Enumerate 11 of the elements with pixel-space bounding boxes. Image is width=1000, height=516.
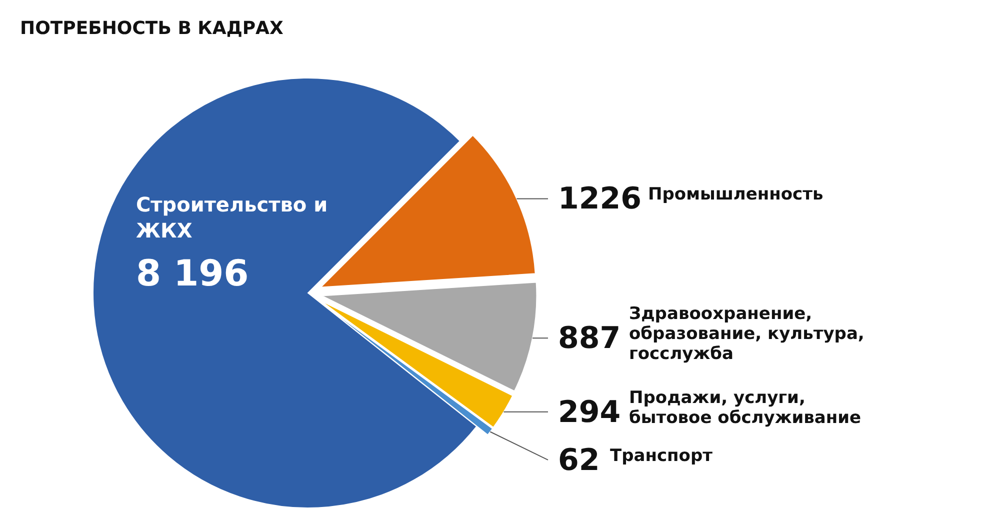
data-label: 62 xyxy=(558,442,600,478)
slice-label: Транспорт xyxy=(610,446,713,466)
slice-label: Здравоохранение, образование, культура, госслужба xyxy=(629,304,864,364)
data-label: 8 196 xyxy=(136,253,249,294)
chart-title: ПОТРЕБНОСТЬ В КАДРАХ xyxy=(20,18,284,39)
slice-label: Строительство и ЖКХ xyxy=(136,192,328,242)
data-label: 294 xyxy=(558,394,621,430)
data-label: 1226 xyxy=(558,182,642,217)
data-label: 887 xyxy=(558,321,621,356)
slice-label: Промышленность xyxy=(648,184,824,205)
slice-label: Продажи, услуги, бытовое обслуживание xyxy=(629,388,862,428)
